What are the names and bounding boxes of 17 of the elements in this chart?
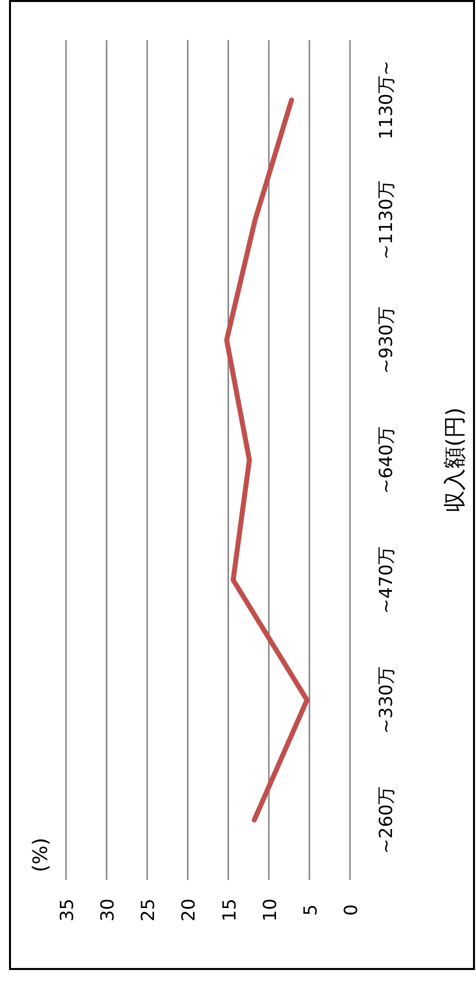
- x-tick-label: 10: [260, 898, 281, 922]
- y-tick-label: ~930万: [376, 306, 397, 374]
- y-tick-label: ~470万: [376, 546, 397, 614]
- y-axis-title: 収入額(円): [443, 407, 468, 513]
- x-tick-label: 30: [98, 898, 119, 922]
- x-tick-label: 0: [341, 904, 362, 916]
- x-tick-label: 35: [57, 898, 78, 922]
- y-tick-label: ~330万: [376, 666, 397, 734]
- y-tick-label: 1130万~: [376, 60, 397, 140]
- x-tick-label: 5: [300, 904, 322, 916]
- x-tick-label: 20: [178, 898, 200, 922]
- y-tick-label: ~640万: [376, 426, 397, 494]
- x-tick-label: 25: [138, 898, 160, 922]
- y-tick-label: ~1130万: [376, 180, 397, 260]
- y-tick-label: ~260万: [376, 786, 397, 854]
- x-tick-label: 15: [219, 898, 240, 922]
- text: (%): [28, 838, 52, 872]
